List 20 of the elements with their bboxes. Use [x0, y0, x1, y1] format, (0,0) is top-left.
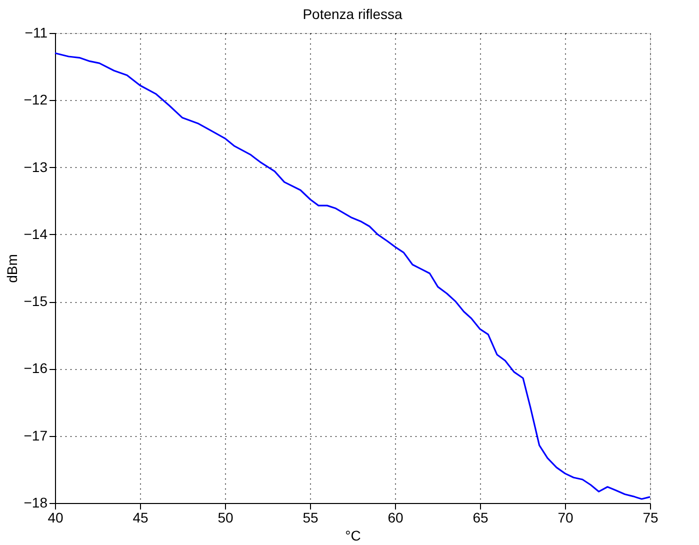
x-tick-label: 70	[558, 510, 574, 526]
x-axis-title: °C	[345, 528, 361, 544]
line-series	[54, 52, 651, 500]
x-tick-label: 55	[302, 510, 318, 526]
y-tick-label: −12	[24, 92, 48, 108]
chart-title: Potenza riflessa	[302, 6, 403, 22]
x-tick-label: 50	[218, 510, 234, 526]
y-tick-label: −13	[24, 158, 48, 175]
y-tick-label: −18	[24, 494, 48, 510]
y-tick-label: −15	[24, 293, 48, 310]
y-axis-title: dBm	[4, 254, 20, 283]
y-tick-label: −17	[24, 427, 48, 444]
y-tick-label: −16	[24, 360, 48, 376]
x-tick-label: 40	[48, 510, 64, 526]
x-tick-label: 65	[472, 510, 488, 526]
x-tick-label: 75	[642, 510, 658, 526]
x-tick-label: 45	[132, 510, 148, 526]
x-tick-label: 60	[388, 510, 404, 526]
y-tick-label: −14	[24, 226, 48, 242]
y-tick-label: −11	[24, 24, 48, 40]
